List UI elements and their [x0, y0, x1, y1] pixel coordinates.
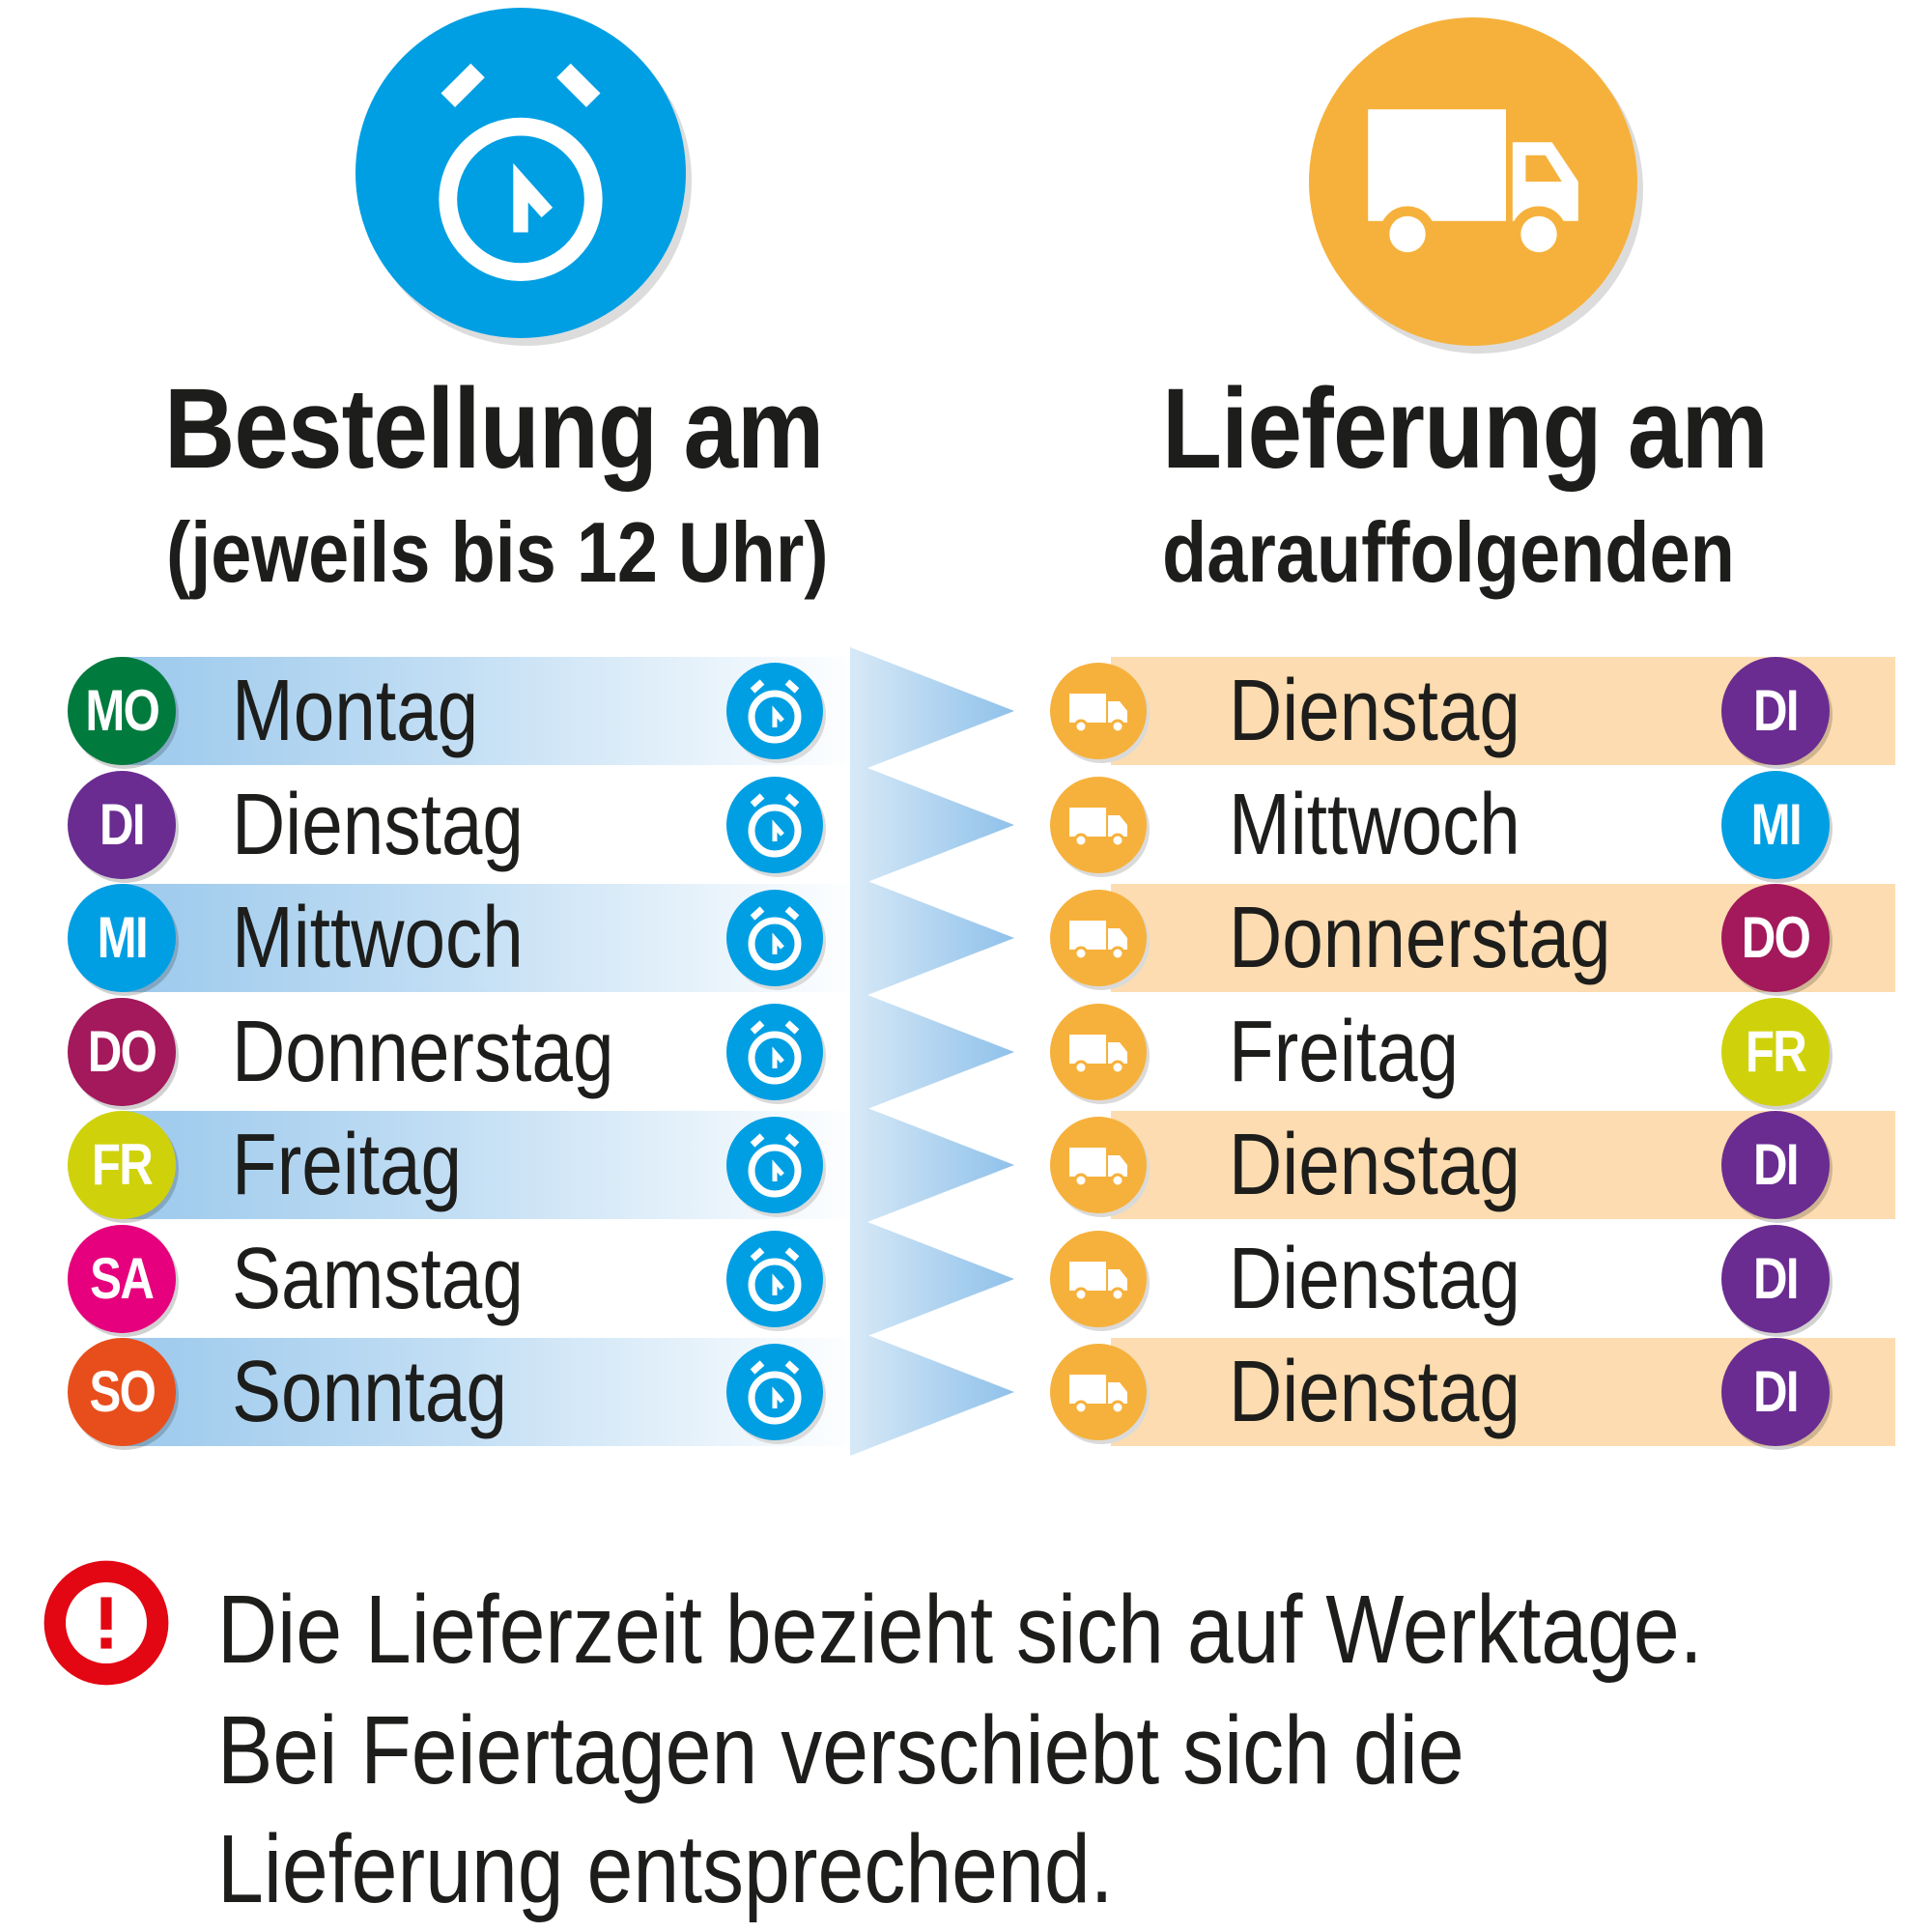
truck-icon [1050, 663, 1147, 759]
order-day-name: Mittwoch [232, 890, 524, 986]
note-line-1: Die Lieferzeit bezieht sich auf Werktage… [217, 1576, 1703, 1684]
delivery-day-abbr: DI [1753, 678, 1800, 743]
delivery-day-name: Dienstag [1229, 663, 1520, 759]
order-day-badge: SO [68, 1338, 176, 1446]
truck-icon [1050, 890, 1147, 986]
truck-icon [1309, 17, 1637, 346]
delivery-day-name: Mittwoch [1229, 776, 1520, 873]
delivery-day-abbr: DI [1753, 1245, 1800, 1311]
truck-icon [1050, 1230, 1147, 1327]
delivery-day-abbr: DO [1741, 905, 1811, 970]
order-day-abbr: DO [87, 1018, 157, 1084]
order-day-badge: DI [68, 770, 176, 879]
note-line-2: Bei Feiertagen verschiebt sich die [217, 1696, 1464, 1804]
arrow-icon [850, 1214, 1014, 1343]
alarm-clock-icon [726, 776, 823, 873]
exclamation-icon [39, 1555, 174, 1690]
truck-icon [1050, 1117, 1147, 1213]
alarm-clock-icon [726, 890, 823, 986]
order-day-badge: SA [68, 1224, 176, 1333]
arrow-icon [850, 1328, 1014, 1456]
order-day-name: Sonntag [232, 1344, 508, 1440]
truck-icon [1050, 1003, 1147, 1100]
order-header-title: Bestellung am [164, 365, 824, 493]
arrow-icon [850, 874, 1014, 1002]
delivery-day-badge: DI [1721, 1224, 1830, 1333]
delivery-header-subtitle: darauffolgenden [1162, 504, 1735, 600]
truck-icon [1050, 776, 1147, 873]
arrow-icon [850, 987, 1014, 1116]
note-line-3: Lieferung entsprechend. [217, 1815, 1114, 1923]
delivery-day-badge: DI [1721, 657, 1830, 765]
delivery-day-name: Dienstag [1229, 1344, 1520, 1440]
order-day-name: Donnerstag [232, 1003, 614, 1100]
arrow-icon [850, 647, 1014, 775]
order-day-name: Montag [232, 663, 479, 759]
delivery-day-badge: MI [1721, 770, 1830, 879]
order-day-abbr: FR [91, 1132, 154, 1197]
order-day-abbr: SO [89, 1359, 156, 1424]
alarm-clock-icon [726, 663, 823, 759]
delivery-header-title: Lieferung am [1162, 365, 1769, 493]
order-day-badge: DO [68, 997, 176, 1106]
order-day-name: Freitag [232, 1117, 463, 1213]
delivery-day-abbr: FR [1745, 1018, 1807, 1084]
order-day-abbr: SA [90, 1245, 155, 1311]
alarm-clock-icon [726, 1344, 823, 1440]
truck-icon [1050, 1344, 1147, 1440]
delivery-day-abbr: DI [1753, 1359, 1800, 1424]
alarm-clock-icon [726, 1003, 823, 1100]
alarm-clock-icon [726, 1117, 823, 1213]
order-day-name: Dienstag [232, 776, 524, 873]
arrow-icon [850, 760, 1014, 889]
delivery-day-name: Donnerstag [1229, 890, 1611, 986]
delivery-day-name: Dienstag [1229, 1117, 1520, 1213]
alarm-clock-icon [726, 1230, 823, 1327]
delivery-day-name: Dienstag [1229, 1230, 1520, 1327]
delivery-day-name: Freitag [1229, 1003, 1460, 1100]
delivery-day-badge: DI [1721, 1338, 1830, 1446]
delivery-day-abbr: MI [1750, 791, 1802, 857]
order-header-subtitle: (jeweils bis 12 Uhr) [166, 504, 829, 600]
order-day-badge: FR [68, 1111, 176, 1219]
delivery-day-badge: FR [1721, 997, 1830, 1106]
order-day-abbr: MO [85, 678, 160, 743]
order-day-abbr: DI [99, 791, 146, 857]
delivery-day-abbr: DI [1753, 1132, 1800, 1197]
alarm-clock-icon [355, 8, 686, 338]
order-day-badge: MO [68, 657, 176, 765]
arrow-icon [850, 1101, 1014, 1229]
order-day-badge: MI [68, 884, 176, 992]
delivery-day-badge: DI [1721, 1111, 1830, 1219]
order-day-name: Samstag [232, 1230, 524, 1327]
delivery-day-badge: DO [1721, 884, 1830, 992]
order-day-abbr: MI [97, 905, 148, 970]
